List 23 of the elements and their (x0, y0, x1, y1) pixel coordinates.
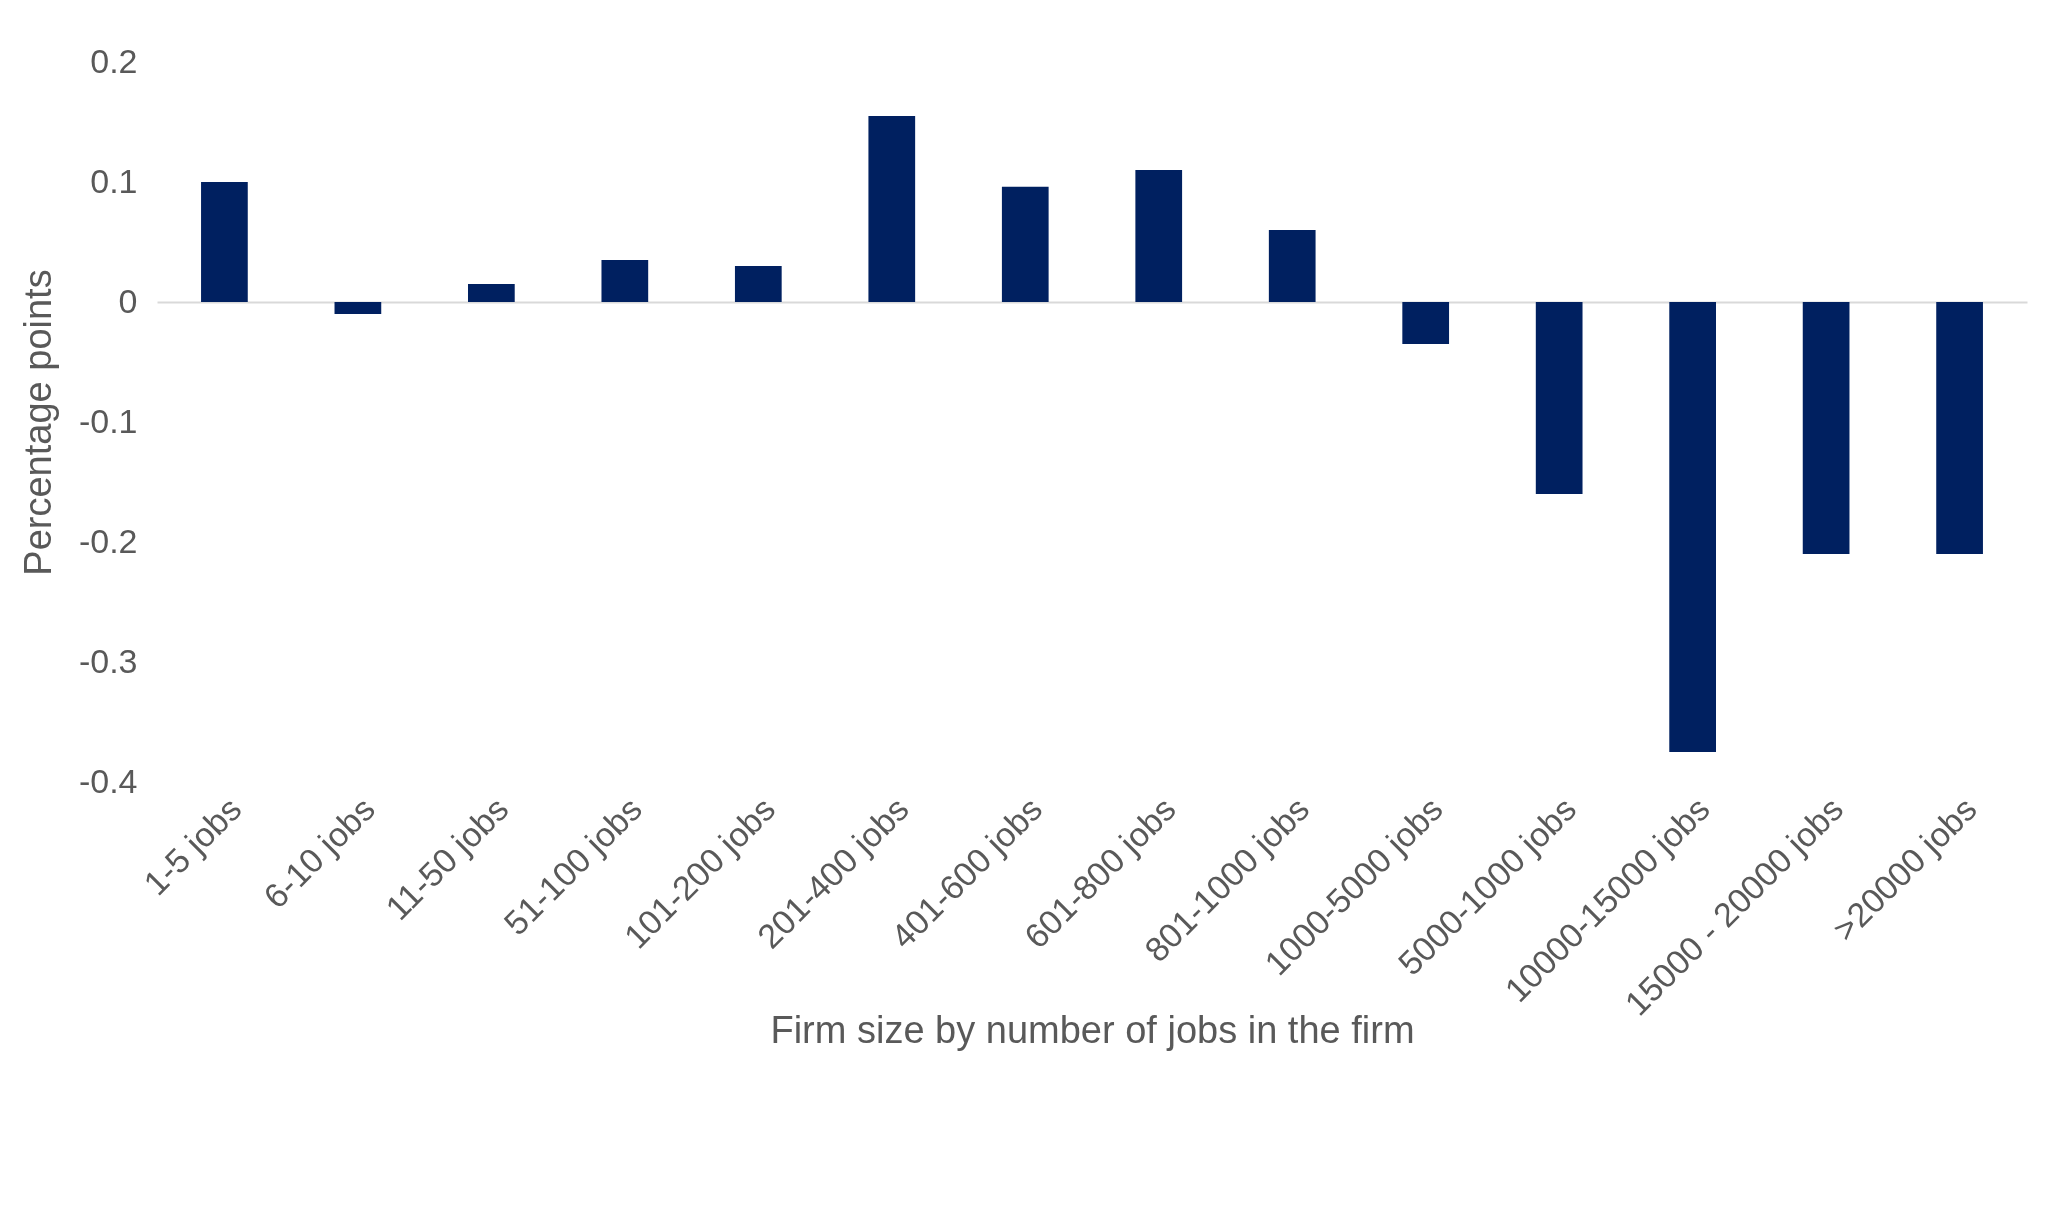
bar (601, 260, 649, 302)
bar (1001, 186, 1049, 302)
y-tick-label: -0.2 (78, 521, 138, 560)
bar (1802, 302, 1850, 554)
bar (1268, 230, 1316, 302)
bar (868, 116, 916, 302)
bar (1936, 302, 1983, 554)
bar (734, 266, 782, 302)
y-axis-title: Percentage points (16, 269, 59, 576)
bar (1402, 302, 1450, 344)
bar (1135, 170, 1183, 302)
bar (334, 302, 382, 314)
y-tick-label: -0.1 (78, 401, 138, 440)
bar (468, 284, 515, 302)
bar (1535, 302, 1583, 494)
y-tick-label: 0.2 (90, 41, 138, 80)
y-tick-label: -0.3 (78, 641, 138, 680)
bar (1669, 302, 1716, 752)
x-axis-title: Firm size by number of jobs in the firm (770, 1008, 1415, 1051)
y-tick-label: -0.4 (78, 761, 138, 800)
bar (201, 182, 248, 302)
y-tick-label: 0 (118, 281, 138, 320)
y-tick-label: 0.1 (90, 161, 138, 200)
